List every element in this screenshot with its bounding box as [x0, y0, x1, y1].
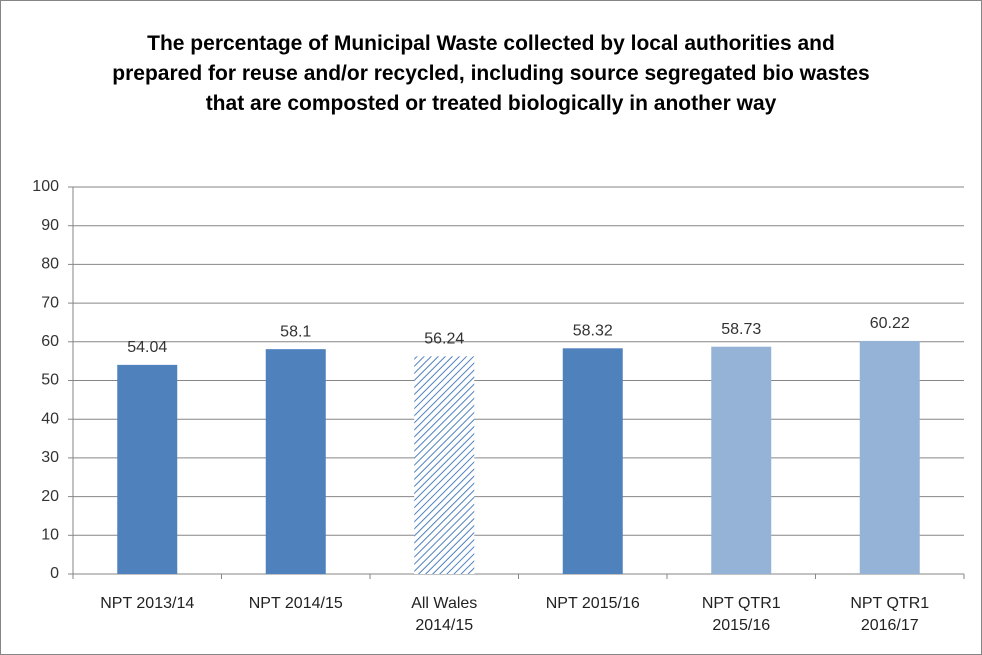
x-tick-label: NPT QTR1 2016/17 [850, 595, 930, 634]
chart-title: The percentage of Municipal Waste collec… [112, 32, 870, 115]
bar [711, 346, 772, 574]
y-tick-label: 40 [41, 410, 59, 427]
data-label: 58.32 [573, 323, 613, 340]
y-tick-label: 70 [41, 294, 59, 311]
y-tick-label: 60 [41, 333, 59, 350]
y-tick-label: 20 [41, 488, 59, 505]
x-tick-label: NPT 2013/14 [100, 595, 195, 612]
bar [562, 348, 623, 574]
y-tick-label: 50 [41, 372, 59, 389]
data-label: 56.24 [424, 331, 464, 348]
bar [859, 340, 920, 574]
y-tick-label: 30 [41, 449, 59, 466]
x-tick-label: NPT 2014/15 [248, 595, 343, 612]
y-tick-label: 10 [41, 527, 59, 544]
bar [265, 349, 326, 574]
data-label: 54.04 [127, 339, 167, 356]
bar [117, 364, 178, 574]
x-tick-label: NPT QTR1 2015/16 [701, 595, 781, 634]
y-tick-label: 0 [50, 565, 59, 582]
y-tick-label: 90 [41, 217, 59, 234]
data-label: 58.73 [721, 321, 761, 338]
data-label: 58.1 [280, 323, 311, 340]
x-tick-label: NPT 2015/16 [545, 595, 640, 612]
y-tick-label: 80 [41, 256, 59, 273]
y-tick-label: 100 [32, 178, 59, 195]
x-tick-label: All Wales 2014/15 [411, 595, 478, 634]
bar [414, 356, 475, 574]
data-label: 60.22 [870, 315, 910, 332]
